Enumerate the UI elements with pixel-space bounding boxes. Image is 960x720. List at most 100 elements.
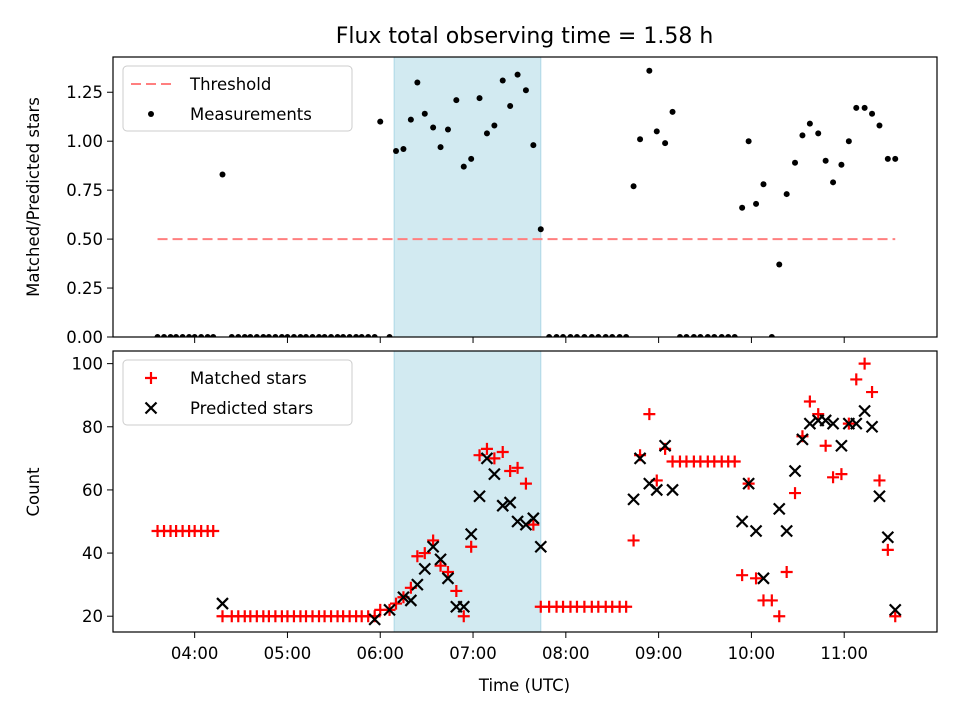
plot-area — [151, 357, 902, 626]
matched-stars-point — [643, 408, 656, 421]
measurements-point — [697, 334, 704, 337]
predicted-stars-point — [426, 540, 440, 554]
measurements-point — [669, 108, 676, 115]
measurements-point — [476, 95, 483, 102]
matched-stars-point — [736, 569, 749, 582]
matched-stars-point — [789, 487, 802, 500]
matched-stars-point — [488, 452, 501, 465]
measurements-point — [845, 138, 852, 145]
predicted-stars-point — [658, 439, 672, 452]
matched-stars-point — [620, 600, 633, 613]
y-tick-label: 0.75 — [66, 181, 103, 200]
x-tick-label: 04:00 — [171, 644, 219, 663]
measurements-point — [546, 334, 553, 337]
predicted-stars-point — [819, 414, 832, 427]
predicted-stars-point — [796, 433, 809, 446]
measurements-point — [358, 334, 365, 337]
measurements-point — [609, 334, 616, 337]
measurements-point — [430, 124, 437, 131]
matched-stars-point — [827, 471, 840, 484]
matched-stars-point — [519, 477, 532, 490]
measurements-point — [491, 122, 498, 129]
matched-stars-point — [750, 572, 763, 585]
matched-stars-point — [465, 540, 478, 553]
legend-measurements-label: Measurements — [190, 105, 312, 124]
measurements-point — [303, 334, 310, 337]
predicted-stars-point — [503, 496, 517, 509]
predicted-stars-point — [835, 439, 848, 452]
predicted-stars-point — [772, 502, 786, 516]
predicted-stars-point — [849, 417, 863, 430]
predicted-stars-point — [397, 590, 410, 604]
measurements-point — [623, 334, 630, 337]
measurements-point — [676, 334, 683, 337]
measurements-point — [815, 130, 822, 137]
measurements-point — [776, 261, 783, 268]
measurements-point — [830, 179, 837, 186]
measurements-point — [284, 334, 291, 337]
legend-matched-stars-label: Matched stars — [190, 369, 307, 388]
y-tick-label: 80 — [82, 418, 103, 437]
predicted-stars-point — [464, 527, 478, 541]
legend: Threshold Measurements — [122, 65, 353, 132]
measurements-point — [340, 334, 347, 337]
y-tick-label: 0.00 — [66, 328, 103, 347]
predicted-stars-point — [650, 483, 664, 497]
measurements-point — [514, 71, 521, 78]
predicted-stars-point — [666, 483, 679, 497]
measurements-point — [731, 334, 738, 337]
measurements-point — [400, 146, 407, 153]
plot-area — [154, 67, 899, 337]
predicted-stars-point — [441, 572, 455, 585]
chart-title: Flux total observing time = 1.58 h — [336, 24, 714, 49]
measurements-point — [437, 144, 444, 151]
predicted-stars-point — [411, 578, 424, 591]
ratio-panel: 0.00 0.25 0.50 0.75 1.00 1.25 Threshold Measure… — [66, 56, 938, 347]
matched-stars-point — [850, 373, 863, 386]
matched-stars-point — [773, 610, 786, 623]
measurements-point — [219, 171, 226, 178]
measurements-point — [247, 334, 254, 337]
measurements-point — [235, 334, 242, 337]
predicted-stars-point — [749, 524, 763, 538]
y-tick-label: 60 — [82, 481, 103, 500]
measurements-point — [838, 161, 845, 168]
predicted-stars-point — [780, 524, 793, 538]
measurements-point — [646, 67, 653, 74]
measurements-point — [637, 136, 644, 143]
matched-stars-point — [480, 442, 493, 455]
x-tick-label: 11:00 — [820, 644, 868, 663]
measurements-point — [799, 132, 806, 139]
predicted-stars-point — [368, 613, 381, 626]
measurements-point — [253, 334, 260, 337]
predicted-stars-point — [742, 477, 755, 490]
legend: Matched stars Predicted stars — [122, 359, 353, 426]
measurements-point — [853, 104, 860, 111]
matched-stars-point — [835, 468, 848, 481]
measurements-point — [711, 334, 718, 337]
predicted-stars-point — [633, 452, 647, 465]
predicted-stars-point — [735, 515, 749, 528]
predicted-stars-point — [803, 417, 817, 430]
measurements-point — [745, 138, 752, 145]
predicted-stars-point — [757, 572, 770, 585]
measurements-point — [198, 334, 205, 337]
measurements-point — [346, 334, 353, 337]
measurements-point — [386, 334, 393, 337]
matched-stars-point — [457, 610, 470, 623]
matched-stars-point — [450, 584, 463, 597]
measurements-point — [581, 334, 588, 337]
measurements-point — [414, 79, 421, 86]
measurements-point — [522, 87, 529, 94]
measurements-point — [309, 334, 316, 337]
measurements-point — [173, 334, 180, 337]
measurements-point — [167, 334, 174, 337]
matched-stars-point — [496, 446, 509, 459]
measurements-point — [876, 122, 883, 129]
matched-stars-point — [866, 386, 879, 399]
measurements-point — [483, 130, 490, 137]
x-tick-label: 07:00 — [449, 644, 497, 663]
matched-stars-point — [441, 566, 454, 579]
x-tick-label: 09:00 — [635, 644, 683, 663]
measurements-point — [560, 334, 567, 337]
